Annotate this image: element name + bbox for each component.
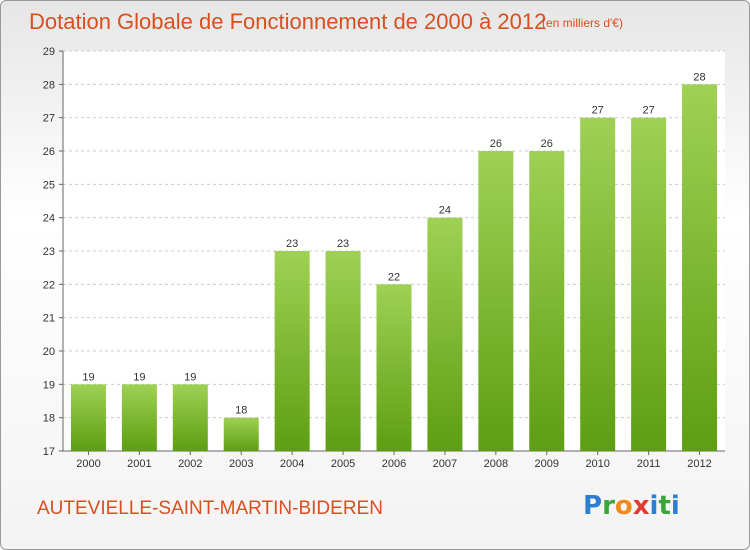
x-tick-label: 2005 xyxy=(331,458,355,470)
x-tick-label: 2008 xyxy=(484,458,508,470)
bar-value-label: 23 xyxy=(337,238,349,250)
x-tick-label: 2002 xyxy=(178,458,202,470)
y-tick-label: 19 xyxy=(43,379,55,391)
y-tick-label: 28 xyxy=(43,79,55,91)
bar xyxy=(223,417,259,451)
x-tick-label: 2010 xyxy=(585,458,609,470)
bar-value-label: 19 xyxy=(82,371,94,383)
bar xyxy=(682,84,718,451)
y-tick-label: 23 xyxy=(43,246,55,258)
bar-value-label: 18 xyxy=(235,405,247,417)
y-tick-label: 18 xyxy=(43,413,55,425)
bar-value-label: 26 xyxy=(490,138,502,150)
chart-title: Dotation Globale de Fonctionnement de 20… xyxy=(29,9,547,34)
y-tick-label: 25 xyxy=(43,179,55,191)
logo-letter: P xyxy=(583,491,603,521)
bar-value-label: 27 xyxy=(592,105,604,117)
bar-value-label: 27 xyxy=(642,105,654,117)
bar xyxy=(631,117,667,452)
x-tick-label: 2011 xyxy=(637,458,661,470)
chart-unit: (en milliers d'€) xyxy=(542,16,623,30)
x-tick-label: 2001 xyxy=(127,458,151,470)
y-tick-label: 20 xyxy=(43,346,55,358)
y-tick-label: 22 xyxy=(43,279,55,291)
x-tick-label: 2003 xyxy=(229,458,253,470)
bar xyxy=(70,384,106,451)
bar xyxy=(427,217,463,451)
bar xyxy=(580,117,616,452)
x-tick-label: 2006 xyxy=(382,458,406,470)
bar xyxy=(376,284,412,451)
town-name: AUTEVIELLE-SAINT-MARTIN-BIDEREN xyxy=(37,498,383,519)
y-tick-label: 21 xyxy=(43,313,55,325)
bar xyxy=(121,384,157,451)
proxiti-logo[interactable]: Proxiti xyxy=(583,491,680,521)
bar-value-label: 19 xyxy=(184,371,196,383)
bar xyxy=(529,151,565,451)
bars xyxy=(70,84,718,452)
y-tick-label: 29 xyxy=(43,46,55,58)
x-tick-label: 2007 xyxy=(433,458,457,470)
x-tick-label: 2009 xyxy=(535,458,559,470)
x-tick-label: 2000 xyxy=(76,458,100,470)
bar-value-label: 23 xyxy=(286,238,298,250)
logo-letter: x xyxy=(632,491,650,521)
bar-value-label: 22 xyxy=(388,271,400,283)
labels: 17 18 19 20 21 22 23 24 25 26 27 28 29 19 2000 19 2001 19… xyxy=(43,46,712,470)
logo-letter: i xyxy=(649,491,659,521)
x-tick-label: 2004 xyxy=(280,458,304,470)
bar-value-label: 28 xyxy=(693,71,705,83)
bar-value-label: 24 xyxy=(439,205,451,217)
y-tick-label: 26 xyxy=(43,146,55,158)
logo-letter: t xyxy=(658,491,671,521)
logo-letter: i xyxy=(670,491,680,521)
y-tick-label: 17 xyxy=(43,446,55,458)
bar-value-label: 26 xyxy=(541,138,553,150)
bar xyxy=(274,251,310,451)
y-tick-label: 24 xyxy=(43,213,55,225)
bar xyxy=(325,251,361,451)
y-tick-label: 27 xyxy=(43,113,55,125)
logo-letter: r xyxy=(602,491,615,521)
bar-value-label: 19 xyxy=(133,371,145,383)
x-tick-label: 2012 xyxy=(687,458,711,470)
bar xyxy=(478,151,514,451)
bar xyxy=(172,384,208,451)
logo-letter: o xyxy=(614,491,633,521)
